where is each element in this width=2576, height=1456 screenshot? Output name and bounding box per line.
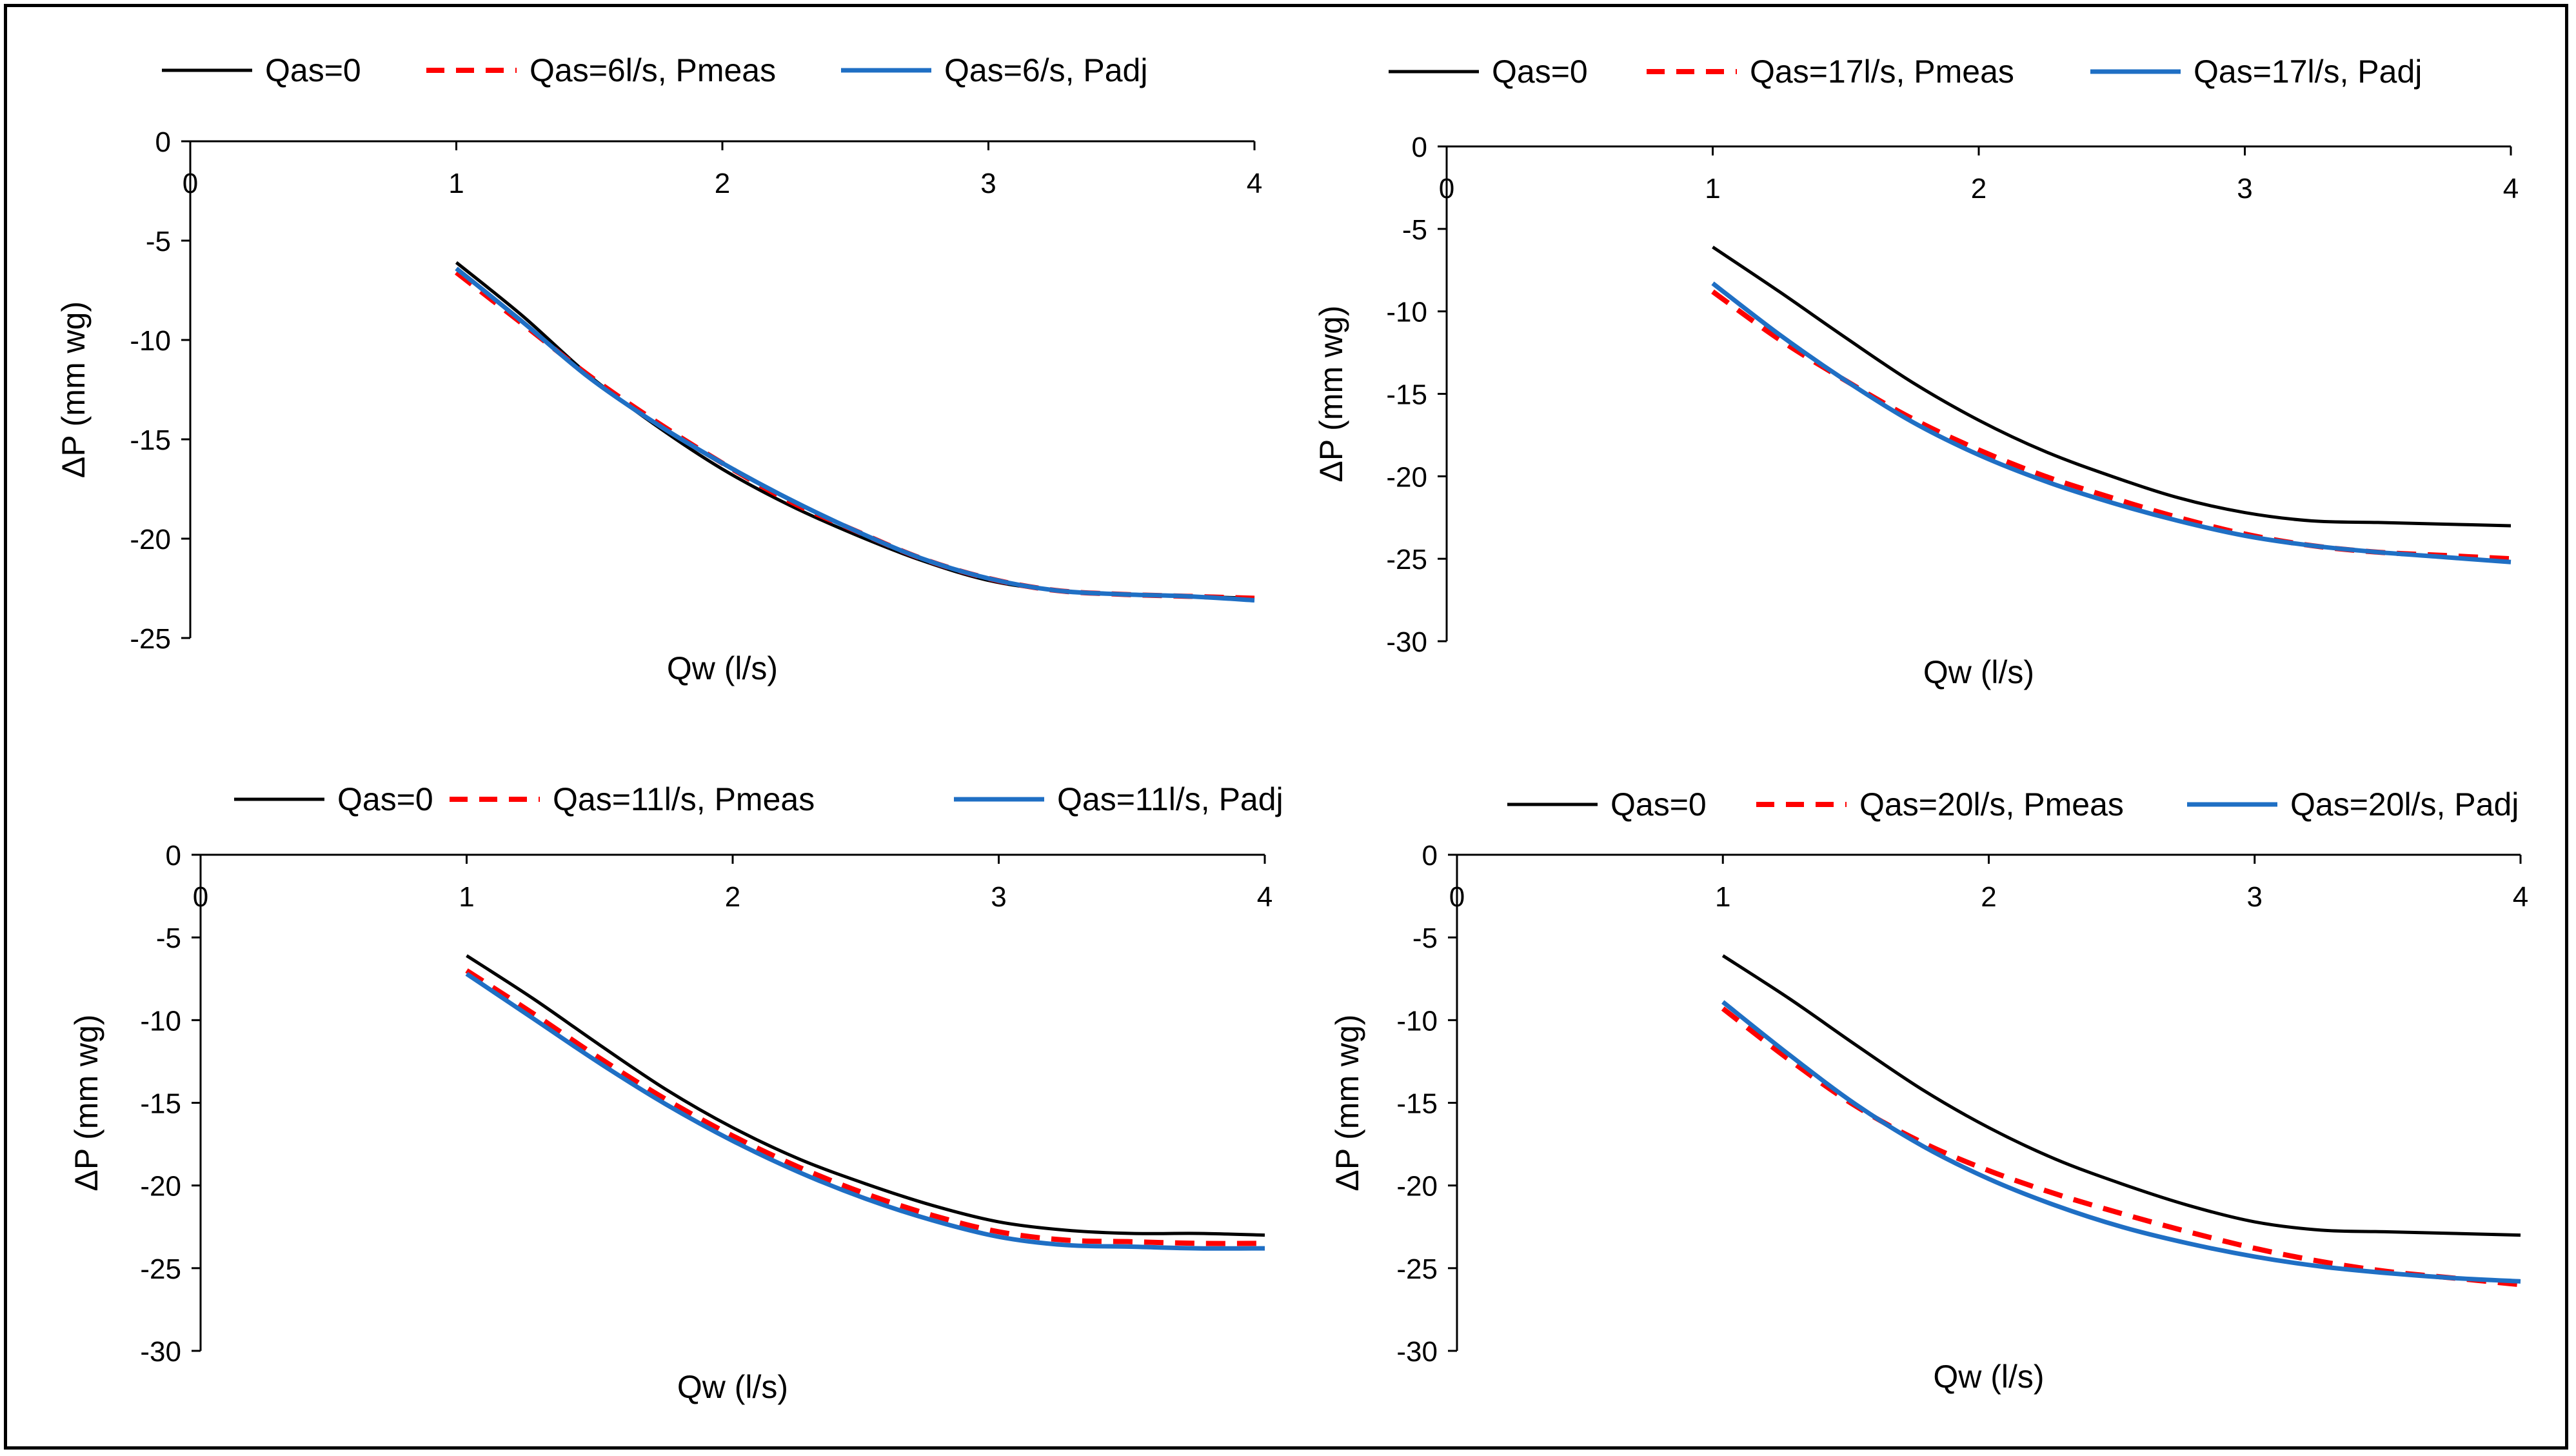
y-tick-label: -25 xyxy=(130,623,171,655)
y-tick-label: -20 xyxy=(1386,461,1427,493)
y-tick-label: -15 xyxy=(1386,379,1427,411)
legend-label-1: Qas=17l/s, Pmeas xyxy=(1750,54,2014,90)
legend-label-2: Qas=6/s, Padj xyxy=(944,52,1147,88)
series-line-0 xyxy=(466,954,1265,1237)
legend-label-0: Qas=0 xyxy=(337,781,433,817)
y-tick-label: -10 xyxy=(1396,1005,1438,1037)
y-tick-label: -30 xyxy=(140,1336,181,1368)
y-tick-label: -5 xyxy=(1412,922,1438,954)
y-tick-label: -25 xyxy=(1386,544,1427,575)
legend-label-2: Qas=11l/s, Padj xyxy=(1057,781,1283,817)
legend-label-0: Qas=0 xyxy=(1610,786,1707,823)
y-tick-label: -5 xyxy=(156,922,181,954)
x-tick-label: 0 xyxy=(193,881,208,913)
legend-label-2: Qas=20l/s, Padj xyxy=(2290,786,2519,823)
series-line-2 xyxy=(455,266,1255,603)
panel-top-left: 0 1 2 3 4 0 -5 -10 -15 -20 -25 Qw (l/s) ΔP (mm wg) Qa… xyxy=(55,52,1262,686)
series-line-1 xyxy=(455,270,1255,601)
panel-bottom-left: 0 1 2 3 4 0 -5 -10 -15 -20 -25 -30 Qw (l/s) ΔP (mm wg… xyxy=(68,781,1283,1405)
x-tick-label: 4 xyxy=(1247,168,1262,199)
series-line-0 xyxy=(1712,245,2512,528)
x-tick-label: 3 xyxy=(991,881,1006,913)
legend-label-0: Qas=0 xyxy=(1492,54,1588,90)
series-line-0 xyxy=(455,261,1255,600)
series-line-1 xyxy=(1721,1006,2521,1288)
panel-top-right: 0 1 2 3 4 0 -5 -10 -15 -20 -25 -30 Qw (l/s) ΔP (mm wg… xyxy=(1313,54,2519,690)
y-tick-label: -10 xyxy=(140,1005,181,1037)
x-tick-label: 0 xyxy=(1439,173,1454,204)
x-tick-label: 3 xyxy=(980,168,996,199)
chart-canvas: 0 1 2 3 4 0 -5 -10 -15 -20 -25 Qw (l/s) ΔP (mm wg) Qa… xyxy=(55,52,2528,1405)
y-tick-label: -10 xyxy=(1386,297,1427,328)
series-line-2 xyxy=(465,972,1265,1251)
x-axis-title: Qw (l/s) xyxy=(1933,1359,2044,1395)
x-tick-label: 1 xyxy=(1715,881,1730,913)
x-tick-label: 2 xyxy=(715,168,730,199)
x-tick-label: 0 xyxy=(1449,881,1465,913)
y-tick-label: -25 xyxy=(1396,1253,1438,1285)
y-tick-label: -15 xyxy=(130,424,171,456)
series-line-0 xyxy=(1721,954,2521,1237)
x-tick-label: 3 xyxy=(2237,173,2252,204)
y-axis-title: ΔP (mm wg) xyxy=(68,1014,104,1191)
y-tick-label: 0 xyxy=(1422,840,1438,872)
series-line-2 xyxy=(1711,281,2512,564)
legend-label-2: Qas=17l/s, Padj xyxy=(2194,54,2422,90)
x-tick-label: 0 xyxy=(183,168,198,199)
x-tick-label: 2 xyxy=(725,881,740,913)
y-tick-label: -15 xyxy=(140,1088,181,1120)
x-axis-title: Qw (l/s) xyxy=(1923,654,2034,690)
y-tick-label: -25 xyxy=(140,1253,181,1285)
x-tick-label: 2 xyxy=(1981,881,1996,913)
y-tick-label: -20 xyxy=(1396,1171,1438,1202)
x-tick-label: 3 xyxy=(2247,881,2263,913)
y-tick-label: -30 xyxy=(1396,1336,1438,1368)
legend-label-1: Qas=11l/s, Pmeas xyxy=(553,781,815,817)
x-tick-label: 4 xyxy=(2513,881,2528,913)
x-tick-label: 1 xyxy=(1705,173,1720,204)
x-tick-label: 1 xyxy=(448,168,464,199)
y-tick-label: -20 xyxy=(140,1171,181,1202)
y-tick-label: -5 xyxy=(1402,214,1427,246)
series-line-2 xyxy=(1721,1000,2521,1284)
x-tick-label: 4 xyxy=(2503,173,2519,204)
x-axis-title: Qw (l/s) xyxy=(677,1369,788,1405)
series-line-1 xyxy=(1711,289,2512,562)
y-tick-label: -15 xyxy=(1396,1088,1438,1120)
series-line-1 xyxy=(465,968,1265,1246)
x-tick-label: 1 xyxy=(459,881,474,913)
legend-label-1: Qas=6l/s, Pmeas xyxy=(530,52,776,88)
y-tick-label: 0 xyxy=(166,840,181,872)
y-tick-label: -10 xyxy=(130,325,171,357)
x-tick-label: 2 xyxy=(1971,173,1986,204)
y-tick-label: -30 xyxy=(1386,626,1427,658)
legend-label-0: Qas=0 xyxy=(265,52,361,88)
legend-label-1: Qas=20l/s, Pmeas xyxy=(1859,786,2124,823)
y-tick-label: -20 xyxy=(130,524,171,555)
y-axis-title: ΔP (mm wg) xyxy=(1329,1014,1365,1191)
y-tick-label: -5 xyxy=(146,226,171,257)
x-axis-title: Qw (l/s) xyxy=(667,650,778,686)
y-axis-title: ΔP (mm wg) xyxy=(1313,305,1349,482)
x-tick-label: 4 xyxy=(1257,881,1273,913)
panel-bottom-right: 0 1 2 3 4 0 -5 -10 -15 -20 -25 -30 Qw (l/s) ΔP (mm wg… xyxy=(1329,786,2528,1395)
figure-frame: 0 1 2 3 4 0 -5 -10 -15 -20 -25 Qw (l/s) ΔP (mm wg) Qa… xyxy=(4,4,2568,1450)
y-tick-label: 0 xyxy=(1412,132,1427,163)
y-tick-label: 0 xyxy=(155,126,171,158)
y-axis-title: ΔP (mm wg) xyxy=(55,301,92,478)
